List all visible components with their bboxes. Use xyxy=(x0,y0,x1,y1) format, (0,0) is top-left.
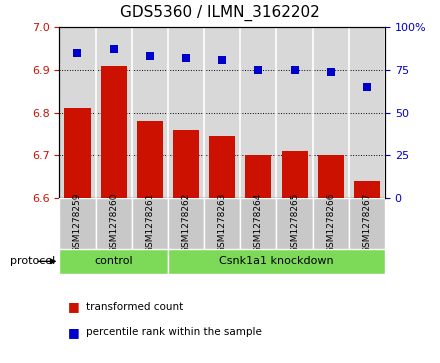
Point xyxy=(183,55,190,61)
Text: GSM1278266: GSM1278266 xyxy=(326,193,335,253)
Bar xyxy=(240,198,276,249)
Point xyxy=(363,84,370,90)
Text: control: control xyxy=(94,256,133,266)
Bar xyxy=(246,155,271,198)
Bar xyxy=(349,198,385,249)
Text: GSM1278267: GSM1278267 xyxy=(363,193,371,253)
Text: protocol: protocol xyxy=(10,256,55,266)
Bar xyxy=(168,249,385,274)
Point xyxy=(110,46,117,52)
Bar xyxy=(59,198,95,249)
Text: GSM1278264: GSM1278264 xyxy=(254,193,263,253)
Bar xyxy=(276,198,313,249)
Text: GDS5360 / ILMN_3162202: GDS5360 / ILMN_3162202 xyxy=(120,5,320,21)
Point xyxy=(74,50,81,56)
Bar xyxy=(204,198,240,249)
Text: GSM1278265: GSM1278265 xyxy=(290,193,299,253)
Bar xyxy=(282,151,308,198)
Bar xyxy=(318,155,344,198)
Bar xyxy=(354,181,380,198)
Text: GSM1278260: GSM1278260 xyxy=(109,193,118,253)
Bar xyxy=(101,66,127,198)
Point xyxy=(147,53,154,59)
Bar xyxy=(313,198,349,249)
Bar xyxy=(209,136,235,198)
Text: percentile rank within the sample: percentile rank within the sample xyxy=(86,327,262,337)
Text: GSM1278263: GSM1278263 xyxy=(218,193,227,253)
Text: ■: ■ xyxy=(68,326,80,339)
Text: transformed count: transformed count xyxy=(86,302,183,312)
Bar xyxy=(95,198,132,249)
Text: GSM1278259: GSM1278259 xyxy=(73,193,82,253)
Bar xyxy=(168,198,204,249)
Point xyxy=(219,57,226,62)
Point xyxy=(327,69,334,74)
Bar xyxy=(132,198,168,249)
Text: GSM1278261: GSM1278261 xyxy=(145,193,154,253)
Bar xyxy=(59,249,168,274)
Bar xyxy=(137,121,163,198)
Text: GSM1278262: GSM1278262 xyxy=(182,193,191,253)
Bar xyxy=(65,108,91,198)
Text: Csnk1a1 knockdown: Csnk1a1 knockdown xyxy=(219,256,334,266)
Text: ■: ■ xyxy=(68,300,80,313)
Bar xyxy=(173,130,199,198)
Point xyxy=(255,67,262,73)
Point xyxy=(291,67,298,73)
